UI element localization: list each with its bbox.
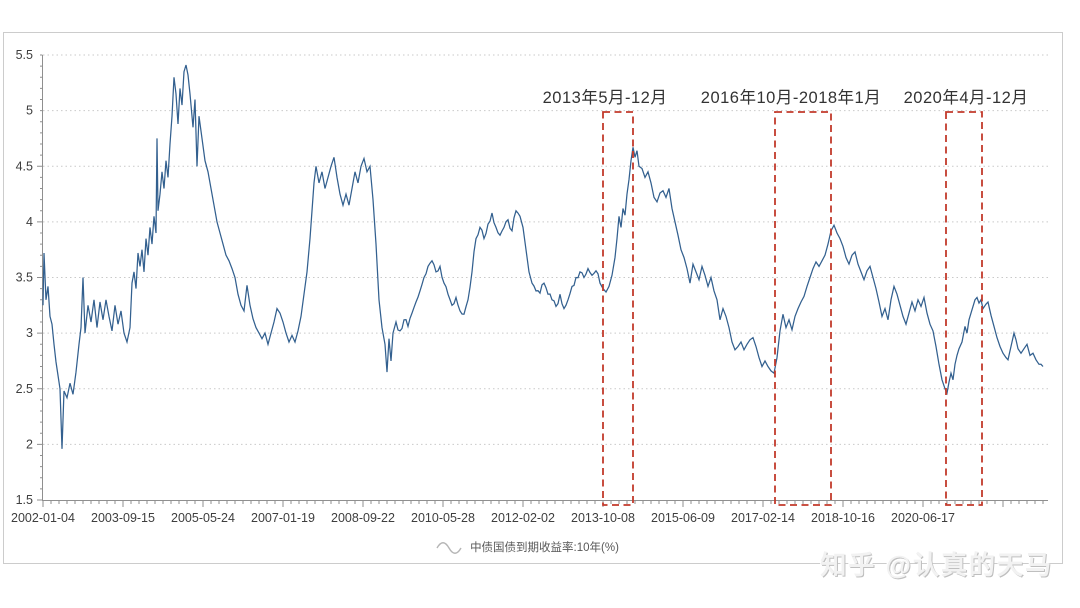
svg-text:1.5: 1.5 [16, 493, 33, 507]
svg-text:2.5: 2.5 [16, 382, 33, 396]
wave-line-icon [435, 540, 463, 554]
svg-text:2003-09-15: 2003-09-15 [91, 511, 155, 525]
svg-text:2012-02-02: 2012-02-02 [491, 511, 555, 525]
annotation-2013: 2013年5月-12月 [542, 89, 668, 107]
svg-text:5.5: 5.5 [16, 48, 33, 62]
gridlines [43, 54, 1048, 445]
svg-text:2008-09-22: 2008-09-22 [331, 511, 395, 525]
svg-text:2015-06-09: 2015-06-09 [651, 511, 715, 525]
watermark-text: 知乎 @认真的天马 [820, 550, 1053, 580]
highlight-boxes [602, 111, 983, 506]
x-axis: 2002-01-04 2003-09-15 2005-05-24 2007-01-19… [11, 500, 1048, 525]
chart-frame [3, 32, 1063, 564]
y-axis: 5.5 5 4.5 4 3.5 3 2.5 2 1.5 [16, 48, 43, 507]
svg-text:2010-05-28: 2010-05-28 [411, 511, 475, 525]
legend: 中债国债到期收益率:10年(%) [0, 539, 1054, 555]
svg-text:2002-01-04: 2002-01-04 [11, 511, 75, 525]
svg-text:2013-10-08: 2013-10-08 [571, 511, 635, 525]
svg-text:4: 4 [26, 215, 33, 229]
svg-text:2018-10-16: 2018-10-16 [811, 511, 875, 525]
svg-text:2020-06-17: 2020-06-17 [891, 511, 955, 525]
svg-text:2007-01-19: 2007-01-19 [251, 511, 315, 525]
svg-text:3: 3 [26, 326, 33, 340]
legend-label: 中债国债到期收益率:10年(%) [470, 542, 619, 554]
svg-text:2: 2 [26, 437, 33, 451]
annotation-2016-2018: 2016年10月-2018年1月 [700, 89, 882, 107]
svg-text:3.5: 3.5 [16, 271, 33, 285]
yield-line-series [42, 64, 1044, 449]
annotation-2020: 2020年4月-12月 [903, 89, 1029, 107]
svg-text:2005-05-24: 2005-05-24 [171, 511, 235, 525]
svg-text:4.5: 4.5 [16, 159, 33, 173]
svg-text:5: 5 [26, 104, 33, 118]
svg-text:2017-02-14: 2017-02-14 [731, 511, 795, 525]
